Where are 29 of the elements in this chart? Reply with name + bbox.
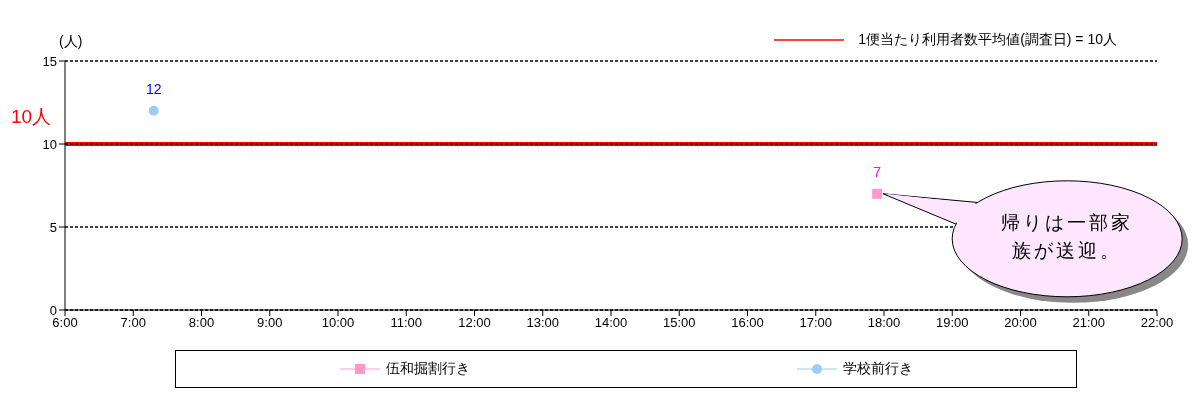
x-tick-label: 16:00 [731, 315, 764, 331]
annotation: 帰りは一部家族が送迎。 [1000, 210, 1135, 263]
legend-label: 伍和掘割行き [385, 360, 470, 378]
y-axis-title: (人) [59, 33, 83, 51]
x-tick-label: 18:00 [867, 315, 901, 331]
x-tick-label: 17:00 [799, 315, 833, 331]
y-tick-label: 0 [49, 302, 57, 318]
y-tick-label: 15 [42, 53, 57, 69]
x-tick-label: 14:00 [594, 315, 628, 331]
y-tick-label: 10 [42, 136, 57, 152]
x-tick-label: 19:00 [935, 315, 969, 331]
x-tick-label: 13:00 [526, 315, 560, 331]
x-tick-label: 11:00 [390, 315, 423, 331]
legend-label: 学校前行き [842, 360, 913, 378]
text: 10人 [11, 105, 52, 129]
x-tick-label: 7:00 [120, 315, 146, 331]
x-tick-label: 15:00 [662, 315, 696, 331]
x-tick-label: 8:00 [188, 315, 215, 331]
y-tick-label: 5 [49, 219, 57, 235]
x-tick-label: 20:00 [1004, 315, 1037, 331]
data-label: 12 [145, 81, 162, 98]
x-tick-label: 9:00 [257, 315, 283, 331]
legend-label: 1便当たり利用者数平均値(調査日) = 10人 [858, 31, 1117, 49]
data-label: 7 [873, 164, 882, 181]
x-tick-label: 10:00 [321, 315, 355, 331]
x-tick-label: 21:00 [1072, 315, 1106, 331]
x-tick-label: 12:00 [458, 315, 491, 331]
x-tick-label: 22:00 [1140, 315, 1174, 331]
x-tick-label: 6:00 [52, 315, 78, 331]
